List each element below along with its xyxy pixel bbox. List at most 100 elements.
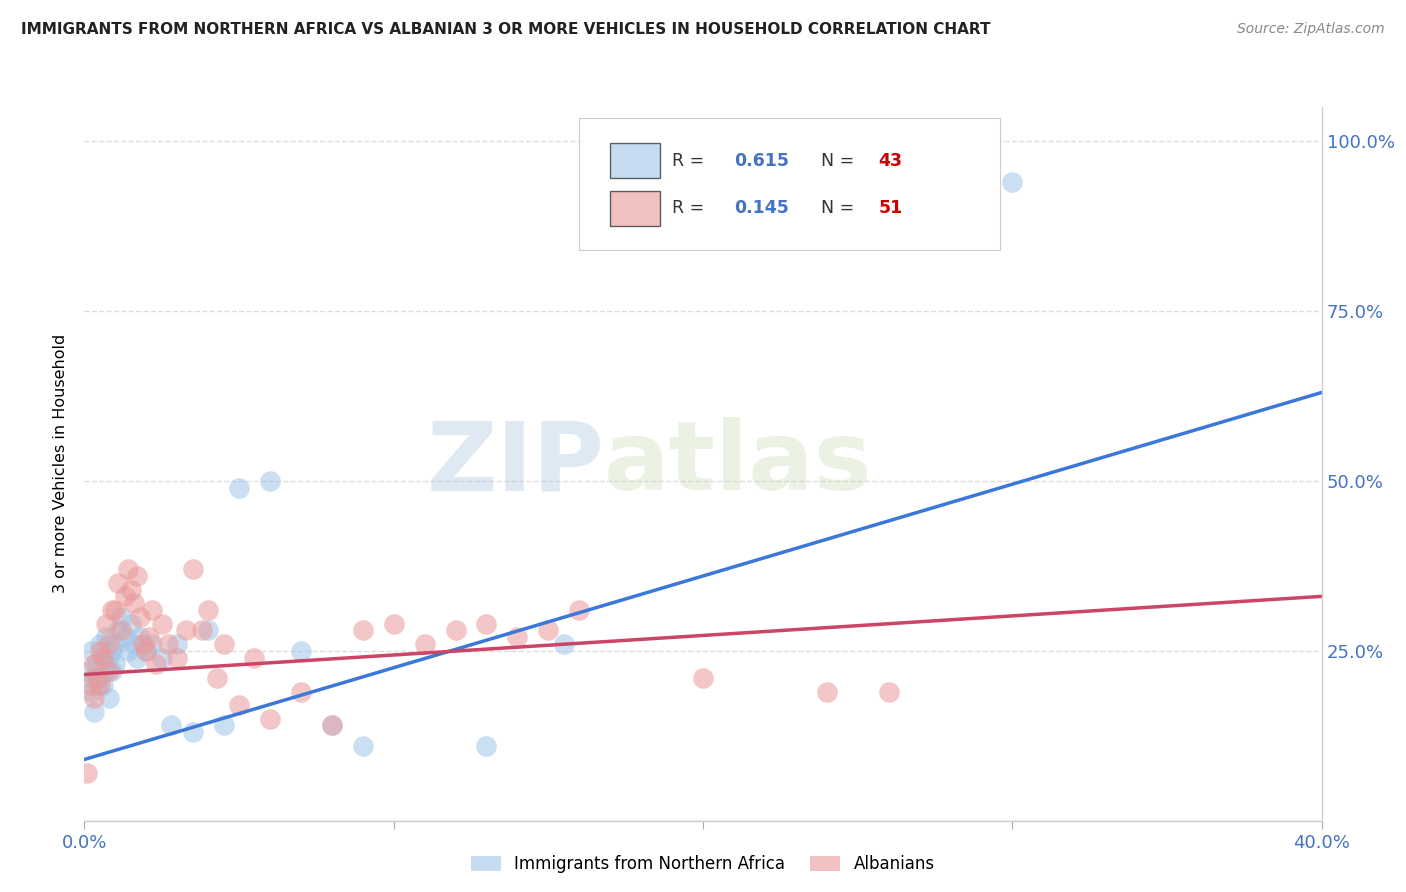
- Text: 51: 51: [879, 200, 903, 218]
- Point: [382, 616, 405, 631]
- Point: [191, 624, 214, 638]
- Text: 43: 43: [879, 152, 903, 169]
- Point: [352, 624, 374, 638]
- Point: [138, 630, 160, 644]
- Point: [91, 650, 114, 665]
- Point: [321, 718, 343, 732]
- Point: [212, 637, 235, 651]
- Point: [117, 562, 139, 576]
- Text: N =: N =: [821, 200, 859, 218]
- Point: [98, 637, 121, 651]
- Point: [259, 712, 281, 726]
- Point: [132, 637, 155, 651]
- Point: [120, 616, 142, 631]
- Y-axis label: 3 or more Vehicles in Household: 3 or more Vehicles in Household: [53, 334, 69, 593]
- Text: N =: N =: [821, 152, 859, 169]
- Point: [212, 718, 235, 732]
- Text: IMMIGRANTS FROM NORTHERN AFRICA VS ALBANIAN 3 OR MORE VEHICLES IN HOUSEHOLD CORR: IMMIGRANTS FROM NORTHERN AFRICA VS ALBAN…: [21, 22, 991, 37]
- FancyBboxPatch shape: [610, 143, 659, 178]
- Point: [79, 684, 101, 698]
- FancyBboxPatch shape: [610, 191, 659, 227]
- Point: [290, 644, 312, 658]
- Text: Source: ZipAtlas.com: Source: ZipAtlas.com: [1237, 22, 1385, 37]
- Point: [98, 691, 121, 706]
- Point: [76, 664, 98, 678]
- Point: [104, 637, 127, 651]
- Point: [444, 624, 467, 638]
- Point: [98, 650, 121, 665]
- Point: [1001, 175, 1024, 189]
- Point: [110, 609, 132, 624]
- Point: [104, 603, 127, 617]
- Point: [79, 644, 101, 658]
- Point: [506, 630, 529, 644]
- Point: [122, 596, 145, 610]
- Point: [83, 657, 105, 672]
- Point: [568, 603, 591, 617]
- Point: [76, 766, 98, 780]
- Point: [553, 637, 575, 651]
- Point: [145, 657, 167, 672]
- Point: [150, 616, 173, 631]
- Text: 0.145: 0.145: [734, 200, 789, 218]
- FancyBboxPatch shape: [579, 118, 1000, 250]
- Text: R =: R =: [672, 152, 710, 169]
- Point: [129, 609, 152, 624]
- Point: [129, 630, 152, 644]
- Point: [94, 616, 117, 631]
- Point: [83, 691, 105, 706]
- Point: [197, 624, 219, 638]
- Point: [89, 637, 111, 651]
- Point: [104, 657, 127, 672]
- Point: [91, 678, 114, 692]
- Point: [110, 624, 132, 638]
- Point: [101, 644, 124, 658]
- Point: [321, 718, 343, 732]
- Point: [475, 739, 498, 753]
- Point: [107, 575, 129, 590]
- Point: [125, 650, 148, 665]
- Point: [107, 624, 129, 638]
- Point: [176, 624, 198, 638]
- Point: [89, 678, 111, 692]
- Point: [228, 481, 250, 495]
- Point: [83, 671, 105, 685]
- Point: [352, 739, 374, 753]
- Point: [114, 590, 136, 604]
- Point: [166, 637, 188, 651]
- Text: atlas: atlas: [605, 417, 873, 510]
- Point: [89, 671, 111, 685]
- Point: [135, 644, 157, 658]
- Text: R =: R =: [672, 200, 710, 218]
- Point: [413, 637, 436, 651]
- Point: [160, 718, 183, 732]
- Point: [259, 474, 281, 488]
- Point: [150, 650, 173, 665]
- Point: [243, 650, 266, 665]
- Point: [141, 603, 163, 617]
- Point: [166, 650, 188, 665]
- Point: [228, 698, 250, 712]
- Point: [94, 664, 117, 678]
- Point: [877, 684, 900, 698]
- Point: [101, 664, 124, 678]
- Point: [117, 644, 139, 658]
- Point: [94, 630, 117, 644]
- Point: [207, 671, 229, 685]
- Point: [101, 603, 124, 617]
- Point: [135, 644, 157, 658]
- Point: [86, 678, 108, 692]
- Point: [537, 624, 560, 638]
- Text: ZIP: ZIP: [426, 417, 605, 510]
- Point: [290, 684, 312, 698]
- Point: [122, 637, 145, 651]
- Point: [156, 637, 179, 651]
- Point: [125, 569, 148, 583]
- Point: [89, 644, 111, 658]
- Point: [79, 678, 101, 692]
- Point: [181, 725, 204, 739]
- Legend: Immigrants from Northern Africa, Albanians: Immigrants from Northern Africa, Albania…: [464, 849, 942, 880]
- Point: [86, 657, 108, 672]
- Point: [86, 671, 108, 685]
- Point: [98, 664, 121, 678]
